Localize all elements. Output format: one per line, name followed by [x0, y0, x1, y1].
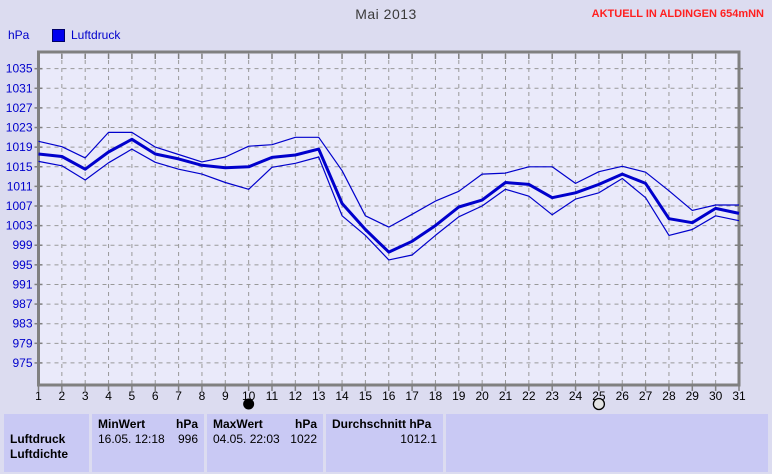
x-tick-label: 7 [175, 389, 182, 403]
page-title: Mai 2013 [355, 6, 417, 22]
y-tick-label: 1003 [6, 219, 33, 233]
x-tick-label: 8 [199, 389, 206, 403]
status-banner: AKTUELL IN ALDINGEN 654mNN [591, 8, 764, 20]
x-tick-label: 28 [662, 389, 676, 403]
pressure-line-min [38, 148, 740, 261]
legend-swatch-icon [52, 28, 65, 42]
y-tick-label: 987 [12, 297, 32, 311]
x-tick-label: 17 [405, 389, 419, 403]
x-tick-label: 12 [289, 389, 303, 403]
x-tick-label: 13 [312, 389, 326, 403]
y-tick-label: 983 [12, 317, 32, 331]
y-tick-label: 975 [12, 356, 32, 370]
x-tick-label: 14 [335, 389, 349, 403]
x-tick-label: 27 [639, 389, 653, 403]
stats-max-cell: MaxWert hPa 04.05. 22:03 1022 [207, 414, 323, 472]
avg-value: 1012.1 [400, 432, 437, 446]
pressure-chart: 1035103110271023101910151011100710039999… [6, 50, 746, 411]
y-tick-label: 995 [12, 258, 32, 272]
max-unit: hPa [294, 417, 317, 431]
stats-row-label: Luftdruck [10, 432, 66, 446]
x-tick-label: 4 [105, 389, 112, 403]
x-tick-label: 29 [686, 389, 700, 403]
full-moon-icon [592, 397, 606, 411]
x-tick-label: 31 [732, 389, 746, 403]
avg-header: Durchschnitt hPa [332, 417, 432, 431]
x-tick-label: 5 [129, 389, 136, 403]
min-value: 996 [177, 432, 198, 446]
y-tick-label: 1011 [7, 179, 33, 193]
pressure-line-max [38, 131, 739, 228]
legend: Luftdruck [52, 28, 120, 42]
max-value: 1022 [290, 432, 317, 446]
y-tick-label: 1035 [6, 62, 33, 76]
y-tick-label: 1007 [6, 199, 33, 213]
pressure-line-avg [38, 137, 740, 254]
stats-avg-cell: Durchschnitt hPa 1012.1 [326, 414, 443, 472]
x-tick-label: 20 [475, 389, 489, 403]
plot-background [38, 52, 739, 385]
y-tick-label: 999 [12, 238, 32, 252]
y-tick-label: 1023 [6, 121, 33, 135]
x-tick-label: 2 [59, 389, 66, 403]
new-moon-icon [243, 398, 255, 410]
stats-table: Luftdruck Luftdichte MinWert hPa 16.05. … [0, 414, 772, 474]
x-tick-label: 11 [266, 389, 279, 403]
x-tick-label: 24 [569, 389, 583, 403]
y-tick-label: 1019 [6, 140, 33, 154]
y-tick-label: 991 [12, 277, 32, 291]
y-tick-label: 1015 [6, 160, 33, 174]
x-tick-label: 18 [429, 389, 443, 403]
x-tick-label: 23 [546, 389, 560, 403]
stats-row-label-cell: Luftdruck Luftdichte [4, 414, 89, 472]
x-tick-label: 10 [242, 389, 256, 403]
y-tick-label: 1027 [6, 101, 33, 115]
legend-label: Luftdruck [71, 28, 121, 42]
plot-frame [37, 50, 741, 387]
min-header: MinWert [98, 417, 146, 431]
stats-next-row-label: Luftdichte [10, 447, 68, 461]
max-datetime: 04.05. 22:03 [213, 432, 280, 446]
x-tick-label: 16 [382, 389, 396, 403]
x-tick-label: 3 [82, 389, 89, 403]
stats-empty-cell [446, 414, 768, 472]
min-unit: hPa [175, 417, 198, 431]
stats-min-cell: MinWert hPa 16.05. 12:18 996 [92, 414, 204, 472]
x-tick-label: 22 [522, 389, 536, 403]
x-tick-label: 9 [222, 389, 229, 403]
x-tick-label: 21 [499, 389, 513, 403]
min-datetime: 16.05. 12:18 [98, 432, 165, 446]
x-tick-label: 6 [152, 389, 159, 403]
stats-row-label-spacer [10, 417, 83, 432]
y-tick-label: 1031 [6, 81, 33, 95]
x-tick-label: 30 [709, 389, 723, 403]
x-tick-label: 1 [35, 389, 42, 403]
y-tick-label: 979 [12, 336, 32, 350]
max-header: MaxWert [213, 417, 263, 431]
x-tick-label: 19 [452, 389, 466, 403]
y-axis-unit-label: hPa [8, 28, 30, 42]
x-tick-label: 15 [359, 389, 373, 403]
x-tick-label: 26 [616, 389, 630, 403]
